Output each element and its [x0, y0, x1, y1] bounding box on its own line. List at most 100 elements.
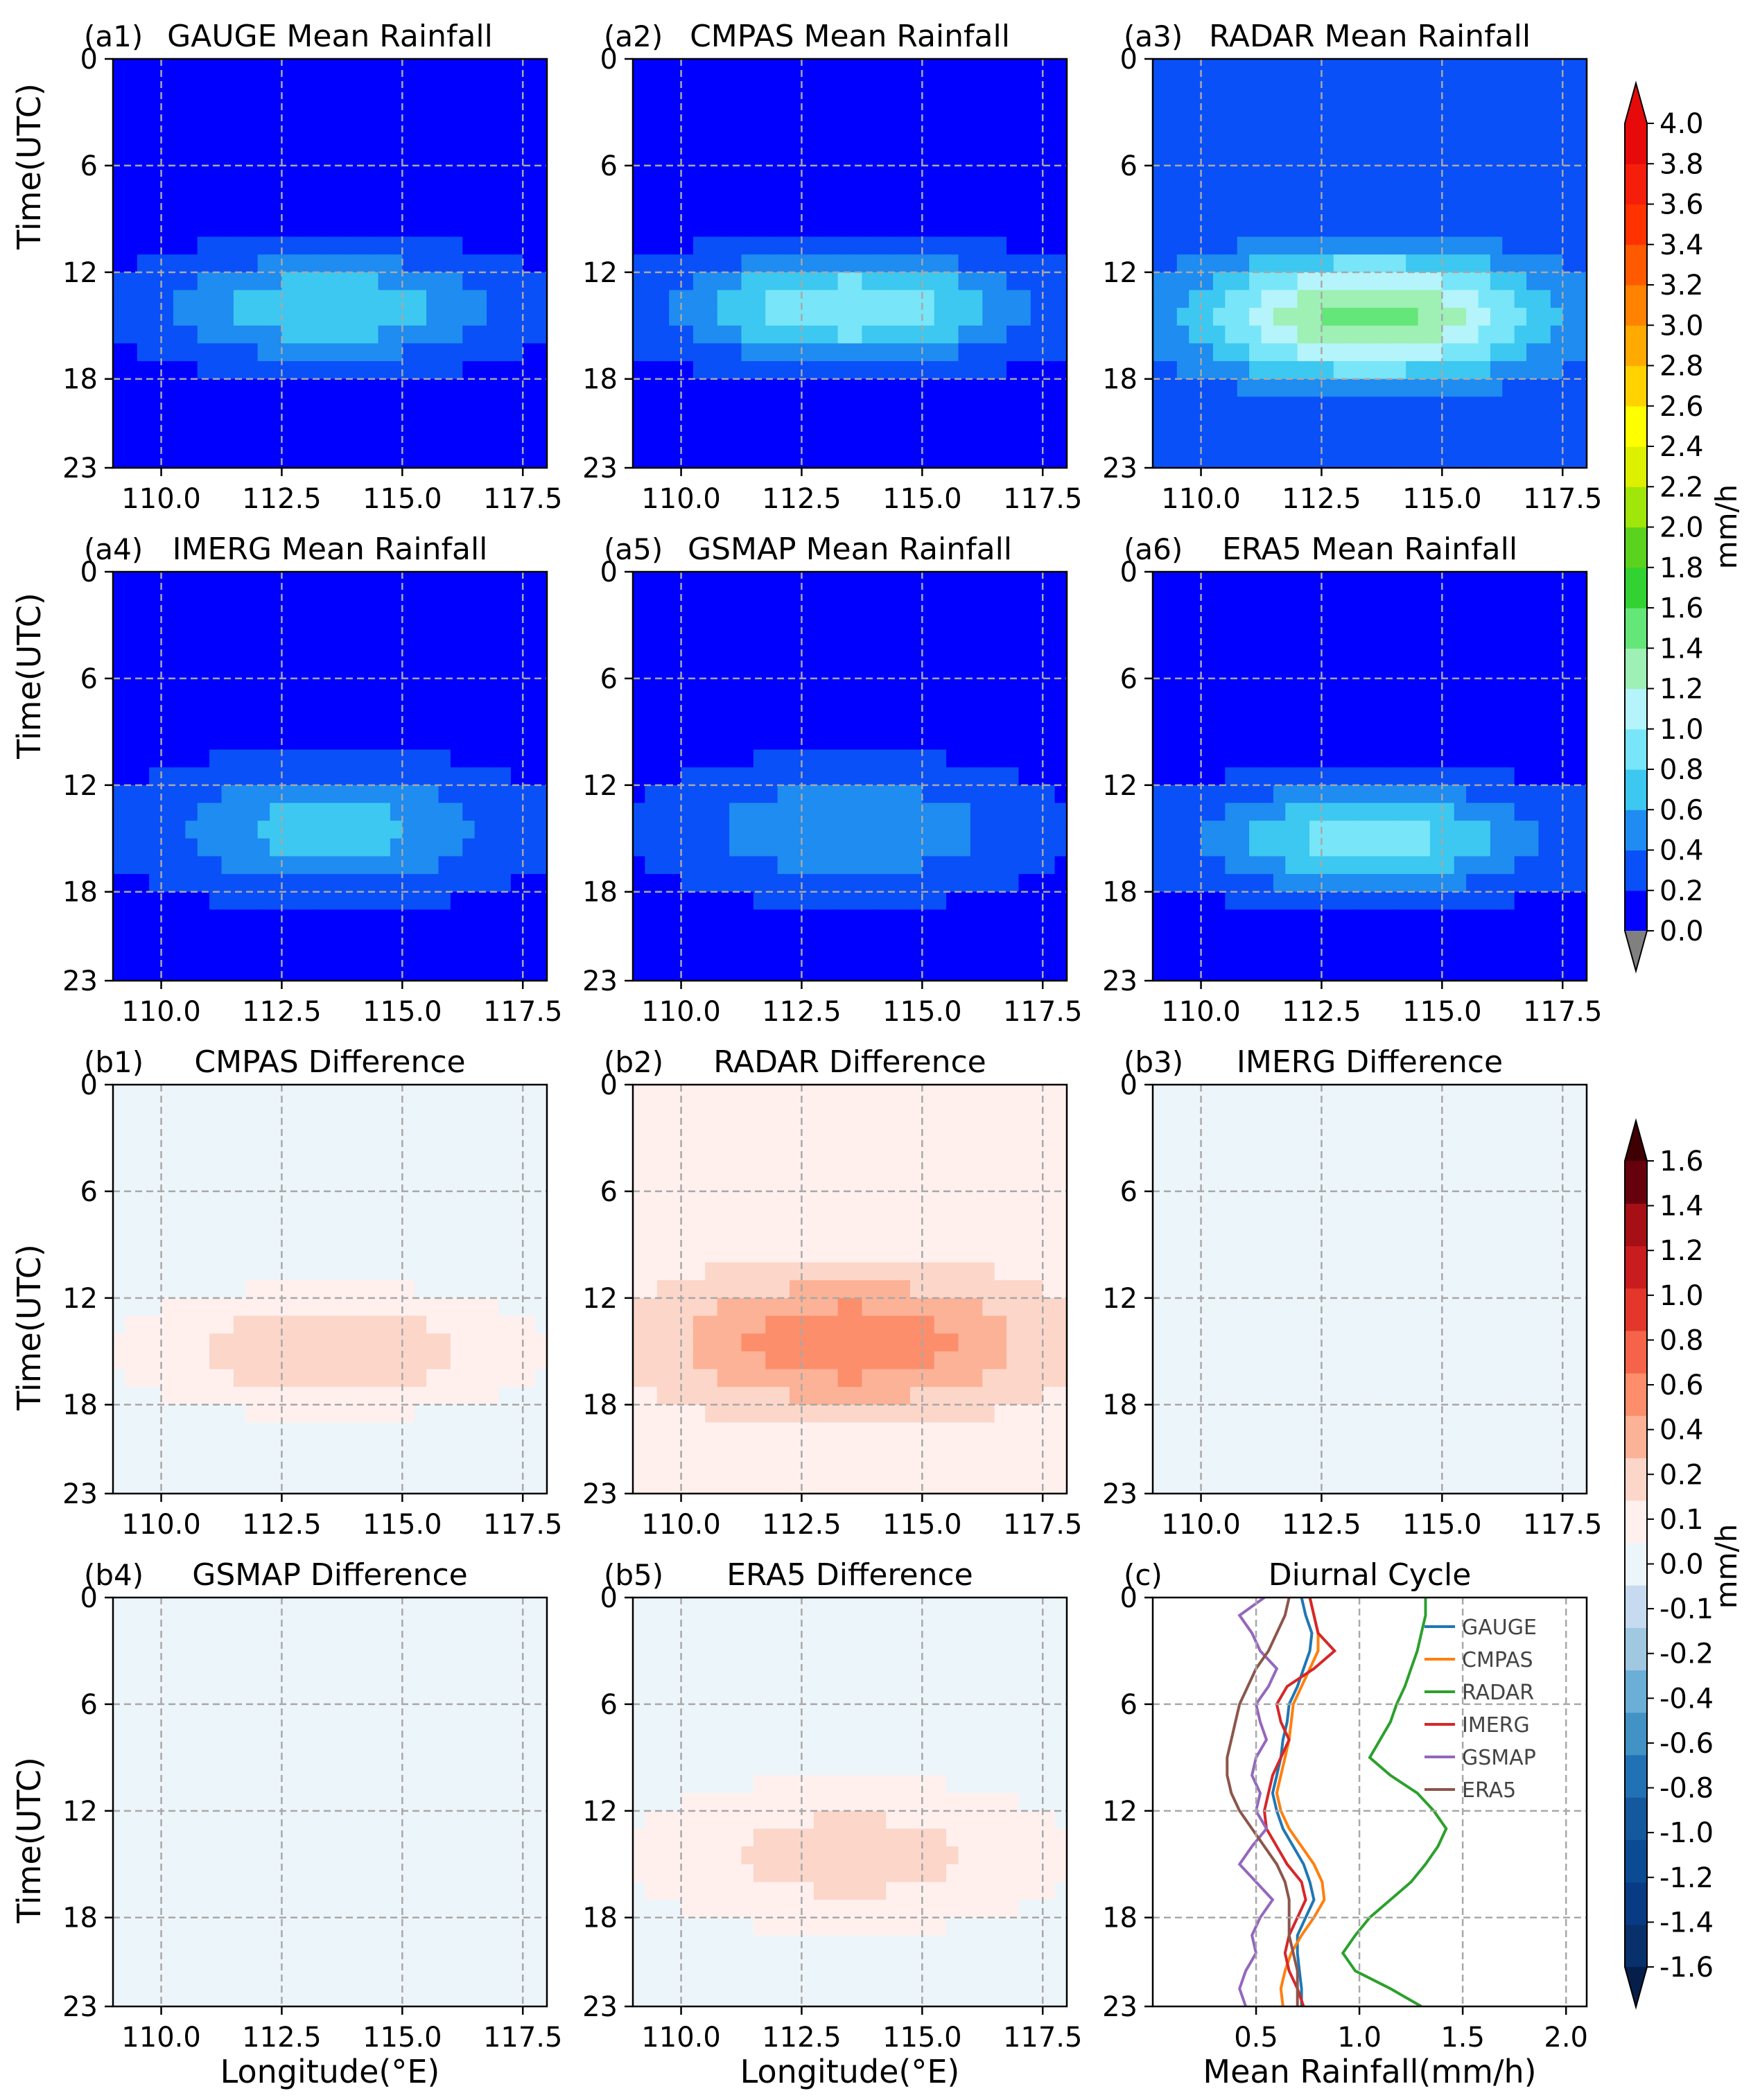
- heatmap-cell: [813, 696, 827, 715]
- heatmap-cell: [873, 909, 887, 928]
- heatmap-cell: [342, 963, 355, 981]
- heatmap-cell: [1054, 678, 1067, 697]
- heatmap-cell: [233, 607, 247, 626]
- heatmap-cell: [1538, 803, 1551, 821]
- heatmap-cell: [873, 165, 887, 184]
- heatmap-cell: [1550, 607, 1564, 626]
- heatmap-cell: [1054, 343, 1067, 362]
- heatmap-cell: [209, 821, 223, 839]
- heatmap-cell: [209, 165, 223, 184]
- heatmap-cell: [705, 767, 718, 786]
- heatmap-cell: [1153, 856, 1166, 875]
- heatmap-cell: [1442, 165, 1455, 184]
- heatmap-cell: [1007, 696, 1020, 715]
- heatmap-cell: [765, 343, 778, 362]
- heatmap-cell: [197, 94, 210, 113]
- heatmap-cell: [705, 696, 718, 715]
- heatmap-cell: [898, 891, 911, 911]
- heatmap-cell: [1273, 290, 1287, 308]
- heatmap-cell: [645, 678, 658, 697]
- heatmap-cell: [922, 785, 935, 804]
- heatmap-cell: [1574, 183, 1587, 202]
- heatmap-cell: [498, 945, 512, 964]
- heatmap-cell: [1382, 785, 1395, 804]
- heatmap-cell: [922, 290, 935, 308]
- heatmap-cell: [498, 785, 512, 804]
- heatmap-cell: [245, 696, 259, 715]
- heatmap-cell: [801, 856, 814, 875]
- heatmap-cell: [185, 308, 198, 326]
- heatmap-cell: [1406, 290, 1419, 308]
- heatmap-cell: [1212, 94, 1226, 113]
- heatmap-cell: [221, 76, 234, 96]
- heatmap-cell: [1478, 749, 1491, 768]
- heatmap-cell: [837, 624, 851, 644]
- heatmap-cell: [197, 76, 210, 96]
- heatmap-cell: [438, 343, 451, 362]
- heatmap-cell: [426, 785, 439, 804]
- heatmap-cell: [692, 803, 706, 821]
- heatmap-cell: [1153, 59, 1166, 78]
- heatmap-cell: [790, 607, 803, 626]
- heatmap-cell: [293, 874, 307, 893]
- heatmap-cell: [1309, 396, 1323, 415]
- heatmap-cell: [765, 432, 778, 451]
- heatmap-cell: [692, 361, 706, 380]
- heatmap-cell: [1261, 308, 1274, 326]
- heatmap-cell: [765, 642, 778, 662]
- heatmap-cell: [633, 749, 646, 768]
- heatmap-cell: [850, 254, 863, 273]
- heatmap-cell: [1237, 891, 1250, 911]
- heatmap-cell: [1454, 624, 1467, 644]
- heatmap-cell: [161, 396, 174, 415]
- heatmap-cell: [717, 945, 730, 964]
- heatmap-cell: [474, 236, 487, 255]
- heatmap-cell: [1538, 607, 1551, 626]
- heatmap-cell: [487, 290, 500, 308]
- heatmap-cell: [1345, 290, 1359, 308]
- heatmap-cell: [1502, 343, 1515, 362]
- heatmap-cell: [934, 696, 947, 715]
- heatmap-cell: [705, 821, 718, 839]
- heatmap-cell: [741, 785, 754, 804]
- heatmap-cell: [1466, 607, 1479, 626]
- heatmap-cell: [1333, 678, 1347, 697]
- heatmap-cell: [1297, 343, 1310, 362]
- heatmap-cell: [922, 450, 935, 468]
- heatmap-cell: [692, 183, 706, 202]
- heatmap-cell: [113, 624, 126, 644]
- heatmap-cell: [886, 607, 899, 626]
- heatmap-cell: [777, 378, 790, 398]
- heatmap-cell: [257, 183, 270, 202]
- heatmap-cell: [837, 767, 851, 786]
- heatmap-cell: [1273, 325, 1287, 344]
- heatmap-cell: [669, 378, 682, 398]
- heatmap-cell: [1454, 130, 1467, 149]
- heatmap-cell: [790, 963, 803, 981]
- heatmap-cell: [1212, 749, 1226, 768]
- heatmap-cell: [1466, 112, 1479, 131]
- heatmap-cell: [402, 963, 415, 981]
- heatmap-cell: [1189, 378, 1202, 398]
- heatmap-cell: [1538, 891, 1551, 911]
- heatmap-cell: [209, 414, 223, 433]
- heatmap-cell: [534, 785, 547, 804]
- heatmap-cell: [681, 343, 694, 362]
- heatmap-cell: [426, 432, 439, 451]
- heatmap-cell: [1212, 607, 1226, 626]
- heatmap-cell: [245, 856, 259, 875]
- heatmap-cell: [1478, 856, 1491, 875]
- heatmap-cell: [850, 432, 863, 451]
- heatmap-cell: [317, 607, 331, 626]
- heatmap-cell: [669, 678, 682, 697]
- heatmap-cell: [645, 218, 658, 238]
- heatmap-cell: [741, 432, 754, 451]
- heatmap-cell: [873, 785, 887, 804]
- heatmap-cell: [1043, 290, 1056, 308]
- heatmap-cell: [1406, 218, 1419, 238]
- heatmap-cell: [1490, 821, 1504, 839]
- heatmap-cell: [474, 963, 487, 981]
- heatmap-cell: [886, 572, 899, 590]
- heatmap-cell: [777, 963, 790, 981]
- heatmap-cell: [1201, 59, 1214, 78]
